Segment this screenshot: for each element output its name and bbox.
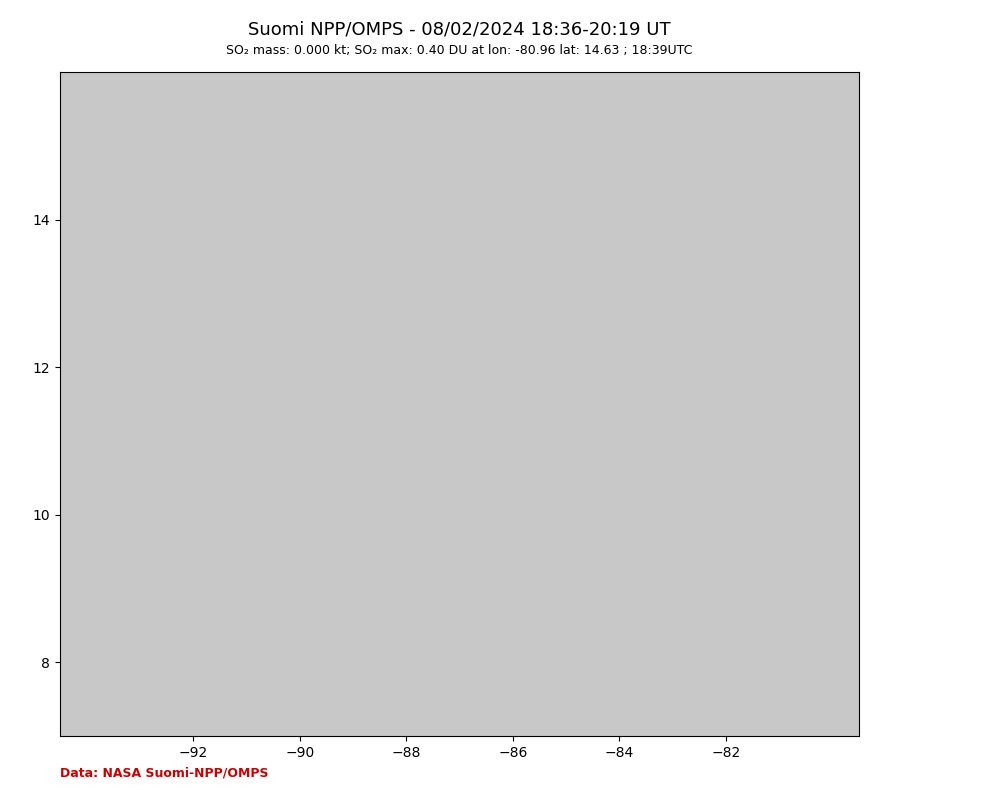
Text: Suomi NPP/OMPS - 08/02/2024 18:36-20:19 UT: Suomi NPP/OMPS - 08/02/2024 18:36-20:19 … — [248, 20, 671, 38]
Text: Data: NASA Suomi-NPP/OMPS: Data: NASA Suomi-NPP/OMPS — [60, 767, 269, 780]
Text: SO₂ mass: 0.000 kt; SO₂ max: 0.40 DU at lon: -80.96 lat: 14.63 ; 18:39UTC: SO₂ mass: 0.000 kt; SO₂ max: 0.40 DU at … — [227, 44, 692, 57]
